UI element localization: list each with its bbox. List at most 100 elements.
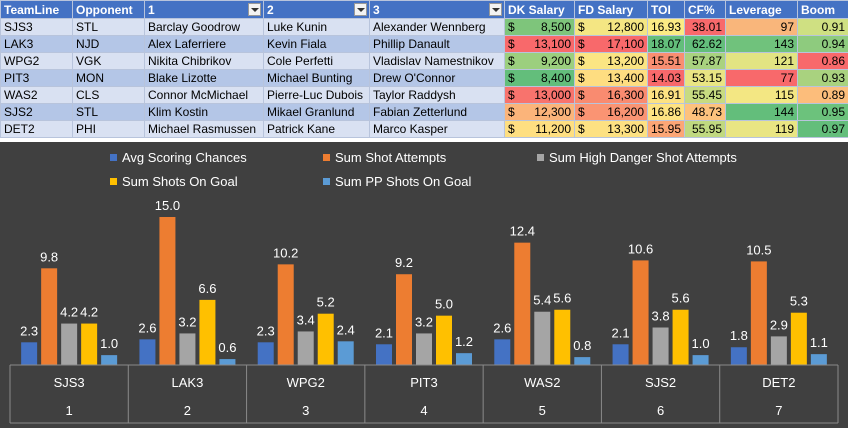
table-cell-boom[interactable]: 0.93 [798,70,848,87]
data-label: 5.4 [533,293,551,308]
table-cell-opponent[interactable]: VGK [73,53,145,70]
x-tick-label-rank: 1 [66,403,73,418]
table-cell-dk[interactable]: $8,400 [505,70,575,87]
table-cell-teamline[interactable]: LAK3 [1,36,73,53]
table-cell-p2[interactable]: Luke Kunin [264,19,370,36]
table-cell-fd[interactable]: $13,400 [575,70,648,87]
column-header[interactable]: TOI [648,1,685,19]
bar-sum-shots-on-goal [199,300,215,365]
table-cell-p3[interactable]: Alexander Wennberg [370,19,505,36]
table-cell-fd[interactable]: $12,800 [575,19,648,36]
filter-dropdown-icon[interactable] [354,3,367,16]
table-cell-toi[interactable]: 15.51 [648,53,685,70]
x-tick-label-team: DET2 [762,375,795,390]
table-cell-p1[interactable]: Michael Rasmussen [145,121,264,138]
table-cell-opponent[interactable]: STL [73,104,145,121]
table-cell-cf[interactable]: 53.15 [685,70,726,87]
table-cell-teamline[interactable]: PIT3 [1,70,73,87]
table-cell-fd[interactable]: $13,200 [575,53,648,70]
table-cell-cf[interactable]: 55.95 [685,121,726,138]
table-cell-p1[interactable]: Blake Lizotte [145,70,264,87]
table-cell-toi[interactable]: 16.91 [648,87,685,104]
column-header[interactable]: Opponent [73,1,145,19]
table-cell-opponent[interactable]: MON [73,70,145,87]
filter-dropdown-icon[interactable] [489,3,502,16]
table-cell-p3[interactable]: Marco Kasper [370,121,505,138]
table-cell-boom[interactable]: 0.86 [798,53,848,70]
table-cell-p3[interactable]: Phillip Danault [370,36,505,53]
table-cell-p2[interactable]: Cole Perfetti [264,53,370,70]
table-cell-lev[interactable]: 97 [726,19,798,36]
table-cell-cf[interactable]: 48.73 [685,104,726,121]
table-cell-teamline[interactable]: WAS2 [1,87,73,104]
column-header[interactable]: 3 [370,1,505,19]
table-cell-lev[interactable]: 121 [726,53,798,70]
table-cell-p2[interactable]: Patrick Kane [264,121,370,138]
table-cell-cf[interactable]: 62.62 [685,36,726,53]
table-cell-opponent[interactable]: CLS [73,87,145,104]
table-cell-cf[interactable]: 55.45 [685,87,726,104]
column-header[interactable]: 2 [264,1,370,19]
column-header[interactable]: Leverage [726,1,798,19]
table-cell-boom[interactable]: 0.95 [798,104,848,121]
table-cell-p3[interactable]: Taylor Raddysh [370,87,505,104]
table-cell-p3[interactable]: Fabian Zetterlund [370,104,505,121]
bar-avg-scoring-chances [494,339,510,365]
column-header[interactable]: TeamLine [1,1,73,19]
table-cell-toi[interactable]: 15.95 [648,121,685,138]
table-cell-lev[interactable]: 144 [726,104,798,121]
table-cell-boom[interactable]: 0.94 [798,36,848,53]
table-cell-p1[interactable]: Barclay Goodrow [145,19,264,36]
table-cell-p1[interactable]: Alex Laferriere [145,36,264,53]
column-header[interactable]: FD Salary [575,1,648,19]
table-cell-fd[interactable]: $13,300 [575,121,648,138]
table-cell-dk[interactable]: $11,200 [505,121,575,138]
table-cell-boom[interactable]: 0.97 [798,121,848,138]
table-cell-lev[interactable]: 143 [726,36,798,53]
table-cell-toi[interactable]: 18.07 [648,36,685,53]
table-cell-teamline[interactable]: DET2 [1,121,73,138]
table-cell-p3[interactable]: Vladislav Namestnikov [370,53,505,70]
table-cell-cf[interactable]: 57.87 [685,53,726,70]
table-cell-teamline[interactable]: WPG2 [1,53,73,70]
table-cell-boom[interactable]: 0.91 [798,19,848,36]
currency-symbol: $ [578,54,585,68]
table-cell-teamline[interactable]: SJS2 [1,104,73,121]
table-cell-lev[interactable]: 119 [726,121,798,138]
table-cell-opponent[interactable]: STL [73,19,145,36]
filter-dropdown-icon[interactable] [248,3,261,16]
column-header[interactable]: Boom [798,1,848,19]
table-cell-dk[interactable]: $8,500 [505,19,575,36]
table-cell-opponent[interactable]: PHI [73,121,145,138]
table-cell-lev[interactable]: 77 [726,70,798,87]
table-cell-p2[interactable]: Kevin Fiala [264,36,370,53]
table-cell-teamline[interactable]: SJS3 [1,19,73,36]
table-cell-fd[interactable]: $16,300 [575,87,648,104]
table-cell-boom[interactable]: 0.89 [798,87,848,104]
table-cell-p2[interactable]: Pierre-Luc Dubois [264,87,370,104]
table-cell-fd[interactable]: $16,200 [575,104,648,121]
table-cell-p2[interactable]: Michael Bunting [264,70,370,87]
column-header[interactable]: 1 [145,1,264,19]
table-cell-cf[interactable]: 38.01 [685,19,726,36]
table-cell-toi[interactable]: 16.93 [648,19,685,36]
table-cell-dk[interactable]: $12,300 [505,104,575,121]
table-cell-lev[interactable]: 115 [726,87,798,104]
data-label: 3.2 [178,314,196,329]
table-cell-p2[interactable]: Mikael Granlund [264,104,370,121]
bar-sum-shots-on-goal [81,324,97,365]
table-cell-p1[interactable]: Nikita Chibrikov [145,53,264,70]
table-cell-dk[interactable]: $13,000 [505,87,575,104]
table-cell-p1[interactable]: Connor McMichael [145,87,264,104]
table-cell-toi[interactable]: 14.03 [648,70,685,87]
table-cell-dk[interactable]: $9,200 [505,53,575,70]
table-cell-p1[interactable]: Klim Kostin [145,104,264,121]
data-label: 5.6 [672,291,690,306]
table-cell-p3[interactable]: Drew O'Connor [370,70,505,87]
table-cell-toi[interactable]: 16.86 [648,104,685,121]
column-header[interactable]: DK Salary [505,1,575,19]
table-cell-fd[interactable]: $17,100 [575,36,648,53]
table-cell-opponent[interactable]: NJD [73,36,145,53]
table-cell-dk[interactable]: $13,100 [505,36,575,53]
column-header[interactable]: CF% [685,1,726,19]
